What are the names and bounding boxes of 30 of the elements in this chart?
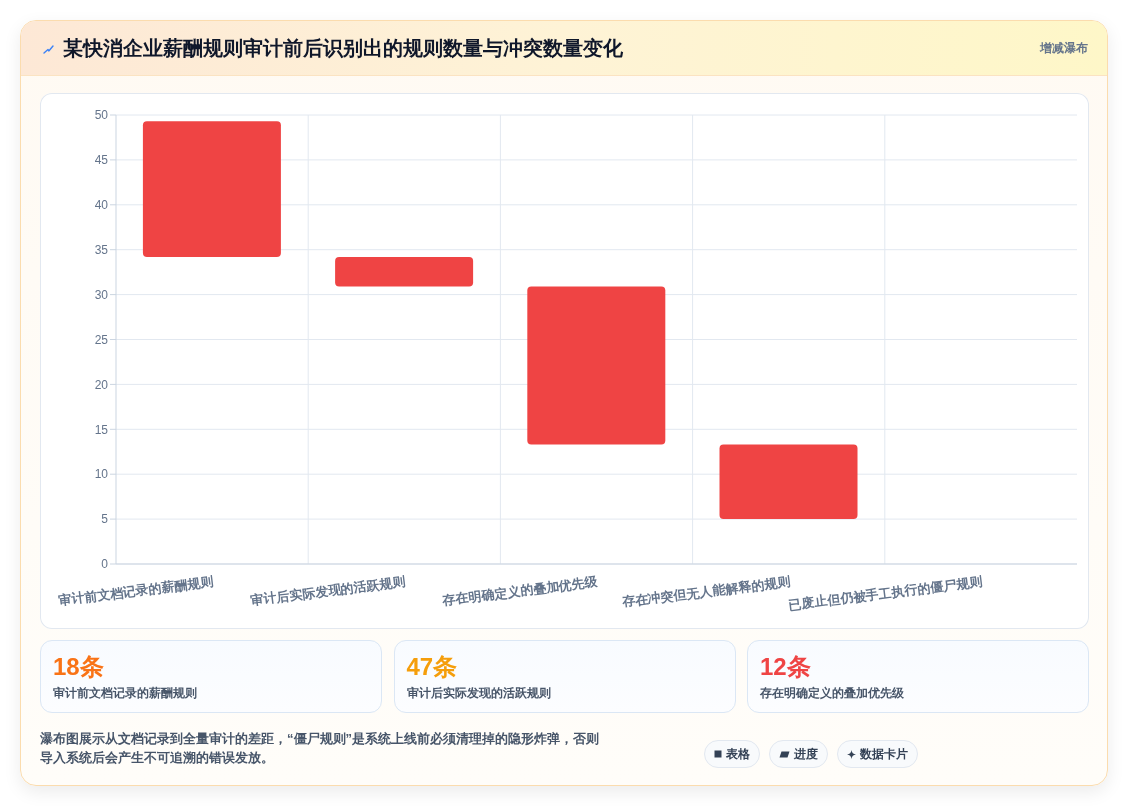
text: 12条 (760, 652, 811, 682)
x-tick-label: 存在明确定义的叠加优先级 (440, 573, 600, 609)
y-tick-label: 0 (101, 557, 109, 572)
text: 审计后实际发现的活跃规则 (406, 685, 551, 701)
text: 进度 (794, 745, 818, 763)
y-tick-label: 30 (94, 287, 109, 302)
bar (719, 444, 858, 520)
x-tick-label: 审计前文档记录的薪酬规则 (57, 573, 215, 608)
bar (335, 256, 474, 287)
text: 表格 (726, 745, 750, 763)
text: 18条 (53, 652, 104, 682)
chart-title: 某快消企业薪酬规则审计前后识别出的规则数量与冲突数量变化 (63, 36, 623, 60)
bar (142, 121, 281, 257)
chart-subtitle: 增减瀑布 (1040, 40, 1088, 56)
text: 47条 (406, 652, 458, 682)
text: 瀑布图展示从文档记录到全量审计的差距，“僵尸规则”是系统上线前必须清理掉的隐形炸弹，否则导入系统后会产生不可追溯的错误发放。 (40, 730, 600, 767)
text: 数据卡片 (860, 745, 908, 763)
y-tick-label: 40 (94, 198, 109, 213)
text: 审计前文档记录的薪酬规则 (53, 685, 197, 701)
y-tick-label: 5 (101, 512, 109, 527)
y-tick-label: 15 (94, 422, 109, 437)
y-tick-label: 25 (94, 332, 109, 347)
y-tick-label: 20 (94, 377, 109, 392)
x-tick-label: 审计后实际发现的活跃规则 (249, 573, 407, 608)
y-tick-label: 35 (94, 242, 109, 257)
y-tick-label: 10 (94, 467, 109, 482)
text: 存在明确定义的叠加优先级 (760, 685, 904, 701)
y-tick-label: 50 (94, 108, 109, 123)
bar (527, 286, 666, 445)
y-tick-label: 45 (94, 153, 109, 168)
